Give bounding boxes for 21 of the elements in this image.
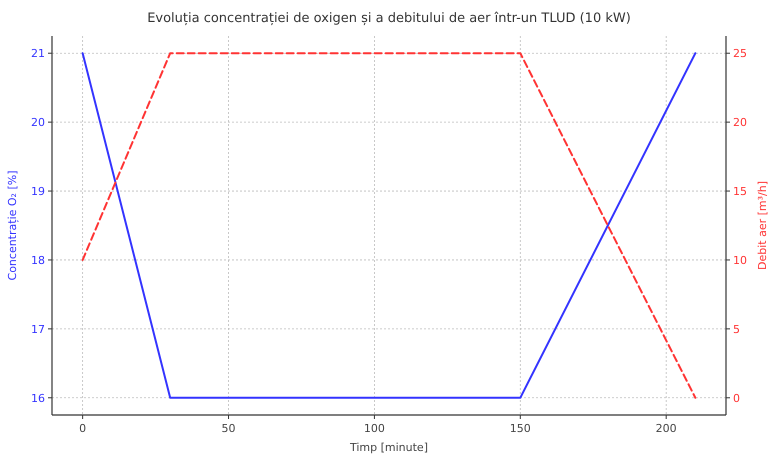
y-axis-title: Concentrație O₂ [%]	[6, 170, 19, 280]
y-tick-label: 20	[31, 116, 45, 130]
y-tick-label: 17	[31, 322, 45, 336]
y-tick-label: 18	[31, 254, 45, 267]
x-axis-title: Timp [minute]	[348, 441, 428, 454]
y2-tick-label: 5	[733, 322, 740, 336]
y2-tick-label: 20	[733, 116, 747, 130]
x-tick-label: 200	[656, 422, 677, 435]
x-tick-label: 100	[364, 422, 385, 435]
y-tick-label: 19	[31, 185, 45, 198]
y2-tick-label: 15	[733, 185, 747, 198]
x-tick-label: 150	[510, 422, 531, 435]
y2-tick-label: 0	[733, 392, 740, 405]
y2-tick-label: 10	[733, 254, 747, 267]
chart-title: Evoluția concentrației de oxigen și a debitului de aer într-un TLUD (10 kW)	[147, 11, 631, 26]
y-tick-label: 21	[31, 47, 45, 60]
y2-axis-title: Debit aer [m³/h]	[756, 181, 769, 270]
y2-tick-label: 25	[733, 47, 747, 60]
y-tick-label: 16	[31, 392, 45, 405]
x-tick-label: 50	[222, 422, 236, 435]
x-tick-label: 0	[79, 422, 86, 435]
